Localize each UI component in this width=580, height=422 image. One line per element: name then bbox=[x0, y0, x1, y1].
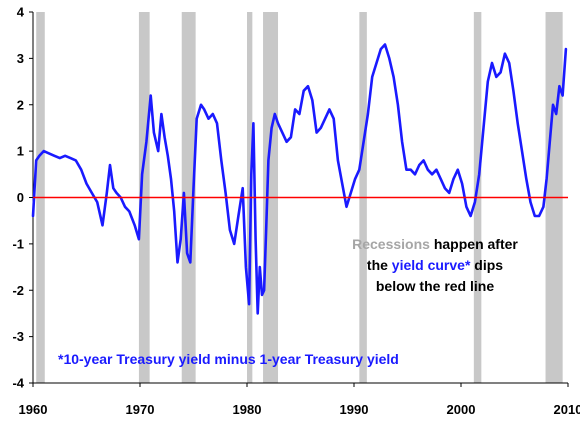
axes bbox=[29, 11, 569, 387]
x-tick-label-1: 1970 bbox=[126, 402, 155, 417]
annotation-line-3: below the red line bbox=[376, 278, 494, 294]
y-tick-label-1: 3 bbox=[17, 51, 24, 66]
series-layer bbox=[31, 43, 568, 315]
x-tick-label-4: 2000 bbox=[447, 402, 476, 417]
y-tick-label-6: -2 bbox=[12, 283, 24, 298]
y-tick-label-4: 0 bbox=[17, 190, 24, 205]
x-tick-label-0: 1960 bbox=[19, 402, 48, 417]
annotation-line-2-end: dips bbox=[470, 257, 503, 273]
y-tick-label-0: 4 bbox=[17, 5, 25, 20]
y-tick-label-8: -4 bbox=[12, 376, 24, 391]
y-tick-label-7: -3 bbox=[12, 329, 24, 344]
y-tick-label-3: 1 bbox=[17, 144, 24, 159]
annotation-recessions-word: Recessions bbox=[352, 236, 430, 252]
footnote: *10-year Treasury yield minus 1-year Tre… bbox=[58, 351, 399, 367]
series-line-0 bbox=[31, 43, 568, 315]
y-tick-label-5: -1 bbox=[12, 236, 24, 251]
x-tick-label-2: 1980 bbox=[233, 402, 262, 417]
annotation-line-1: Recessions happen after bbox=[352, 236, 518, 252]
annotation-yield-curve-word: yield curve* bbox=[392, 257, 471, 273]
y-tick-label-2: 2 bbox=[17, 97, 24, 112]
annotation-line-1-rest: happen after bbox=[430, 236, 518, 252]
x-tick-label-3: 1990 bbox=[340, 402, 369, 417]
tick-labels: 4 3 2 1 0 -1 -2 -3 -4 1960 1970 1980 1990 2000 2010 bbox=[12, 5, 580, 418]
annotation-line-2-start: the bbox=[367, 257, 392, 273]
annotation-line-2: the yield curve* dips bbox=[367, 257, 503, 273]
x-tick-label-5: 2010 bbox=[554, 402, 580, 417]
